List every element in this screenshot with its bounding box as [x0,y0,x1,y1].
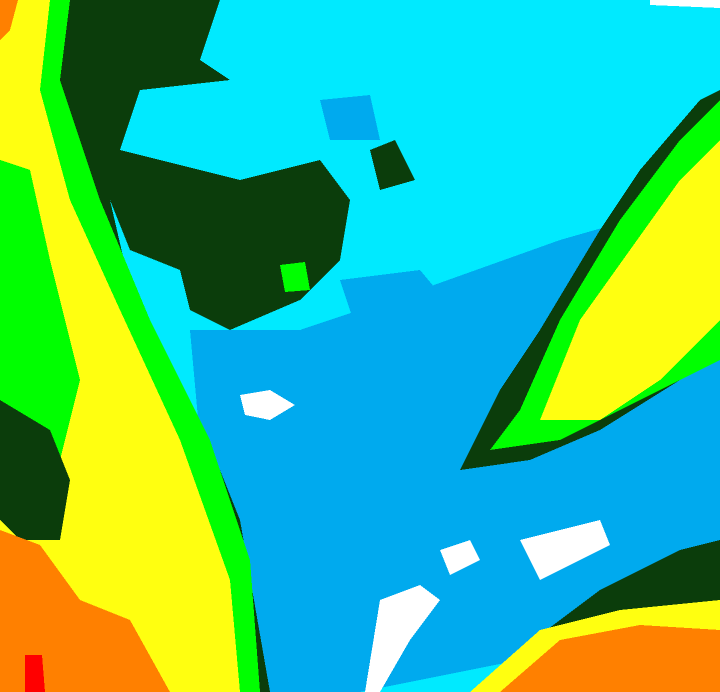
region-left-green-inner [0,160,80,480]
region-white-2 [365,585,440,692]
region-green-patch [280,262,310,292]
region-light-blue-upper [320,95,380,140]
region-left-dark-green-inner [0,400,70,540]
region-top-right-white [650,0,720,8]
region-right-yellow [540,140,720,420]
region-dark-green-blob [370,140,415,190]
region-bottom-right-orange [500,625,720,692]
region-white-4 [440,540,480,575]
region-left-orange [0,530,170,692]
region-white-1 [240,390,295,420]
region-light-blue-mid [340,270,470,410]
region-left-orange-top [0,0,18,40]
region-white-3 [520,520,610,580]
region-left-red [25,655,45,692]
